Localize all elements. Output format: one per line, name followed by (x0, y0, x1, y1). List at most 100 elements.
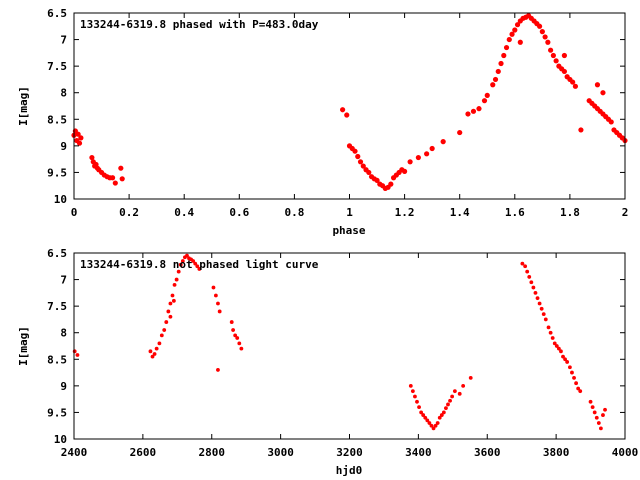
unphased-data-point (427, 421, 432, 425)
unphased-data-point (421, 413, 426, 417)
unphased-data-point (448, 398, 452, 403)
unphased-y-tick-label: 10 (54, 433, 67, 446)
unphased-data-point (75, 353, 80, 357)
unphased-data-point (193, 261, 198, 266)
phased-x-tick-label: 1.6 (505, 206, 525, 219)
phased-data-point (388, 181, 394, 187)
unphased-data-point (166, 309, 171, 314)
unphased-data-point (435, 421, 440, 425)
unphased-data-point (437, 415, 442, 420)
phased-data-point (570, 79, 576, 85)
unphased-data-point (171, 298, 176, 303)
unphased-data-point (162, 328, 167, 332)
unphased-data-point (191, 259, 196, 263)
phased-data-point (600, 90, 606, 96)
phased-data-point (424, 151, 430, 157)
phased-x-tick-label: 1.2 (395, 206, 415, 219)
unphased-x-ticks: 2400 2600 2800 3000 3200 3400 3600 3800 4000 (61, 253, 638, 459)
phased-data-point (109, 175, 116, 181)
unphased-data-point (233, 333, 238, 338)
phased-data-point (501, 52, 507, 59)
unphased-data-point (533, 290, 538, 295)
unphased-data-point (150, 354, 155, 359)
unphased-data-point (527, 275, 532, 279)
phased-y-tick-label: 6.5 (47, 7, 67, 20)
phased-data-point (594, 82, 601, 88)
phased-data-point (340, 107, 346, 113)
phased-data-point (118, 165, 124, 171)
unphased-data-point (415, 399, 419, 404)
unphased-data-point (413, 394, 417, 399)
unphased-light-curve-panel: 2400 2600 2800 3000 3200 3400 3600 3800 4000 6.5… (17, 247, 638, 477)
phased-data-point (355, 153, 361, 160)
unphased-data-point (419, 410, 424, 415)
phased-data-point (512, 27, 518, 33)
phased-data-point (484, 92, 490, 98)
phased-x-tick-label: 0.4 (174, 206, 194, 219)
phased-y-tick-label: 8 (60, 87, 67, 100)
unphased-data-point (520, 261, 525, 266)
phased-data-point (539, 29, 545, 35)
unphased-data-point (441, 410, 446, 415)
phased-data-point (550, 52, 556, 59)
phased-y-tick-label: 7 (60, 34, 67, 47)
phased-data-point (360, 163, 366, 169)
unphased-y-tick-label: 8 (60, 327, 67, 340)
unphased-data-point (417, 405, 421, 410)
phased-data-point (476, 106, 482, 112)
phased-data-point (561, 68, 567, 75)
unphased-data-point (531, 285, 536, 290)
phased-data-point (506, 36, 512, 43)
unphased-data-point (410, 389, 415, 394)
phased-x-ticks: 0 0.2 0.4 0.6 0.8 1 1.2 1.4 1.6 1.8 2 (71, 13, 628, 219)
unphased-data-point (211, 285, 216, 290)
phased-data-point (509, 31, 515, 37)
unphased-data-point (559, 349, 563, 354)
phased-data-point (76, 140, 83, 146)
unphased-data-point (237, 341, 242, 346)
phased-data-point (498, 60, 504, 67)
phased-data-point (503, 44, 510, 51)
unphased-x-axis-label: hjd0 (336, 464, 363, 477)
phased-data-point (495, 68, 501, 75)
phased-x-tick-label: 1.8 (560, 206, 580, 219)
unphased-y-tick-label: 7 (60, 274, 67, 287)
unphased-x-tick-label: 3200 (336, 446, 363, 459)
unphased-data-point (425, 418, 430, 423)
unphased-data-point (523, 264, 528, 269)
unphased-data-point (461, 383, 466, 388)
phased-y-tick-label: 9.5 (47, 166, 67, 179)
unphased-y-tick-label: 7.5 (47, 300, 67, 313)
unphased-data-point (452, 389, 457, 394)
unphased-data-point (72, 349, 77, 354)
unphased-data-point (185, 253, 189, 258)
phased-data-point (457, 129, 463, 136)
unphased-x-tick-label: 3000 (267, 446, 294, 459)
unphased-data-point (568, 365, 572, 370)
unphased-data-point (429, 423, 434, 428)
unphased-data-point (541, 312, 546, 317)
phased-data-point (481, 98, 488, 104)
phased-y-tick-label: 10 (54, 193, 67, 206)
phased-data-point (465, 111, 471, 117)
unphased-data-point (159, 333, 164, 338)
phased-data-point (407, 159, 413, 165)
phased-data-point (112, 180, 118, 186)
phased-data-point (553, 58, 559, 64)
phased-data-point (119, 176, 125, 182)
unphased-data-point (537, 301, 542, 306)
unphased-data-point (431, 426, 436, 431)
phased-data-point (561, 52, 567, 59)
phased-x-tick-label: 1.4 (450, 206, 470, 219)
unphased-data-point (548, 330, 553, 335)
unphased-data-point (180, 259, 185, 263)
unphased-data-point (552, 341, 557, 346)
phased-data-point (542, 34, 548, 40)
phased-data-point (578, 127, 584, 133)
unphased-y-tick-label: 9.5 (47, 406, 67, 419)
phased-x-tick-label: 0.2 (119, 206, 139, 219)
unphased-y-axis-label: I[mag] (17, 326, 30, 366)
unphased-data-point (594, 415, 599, 420)
